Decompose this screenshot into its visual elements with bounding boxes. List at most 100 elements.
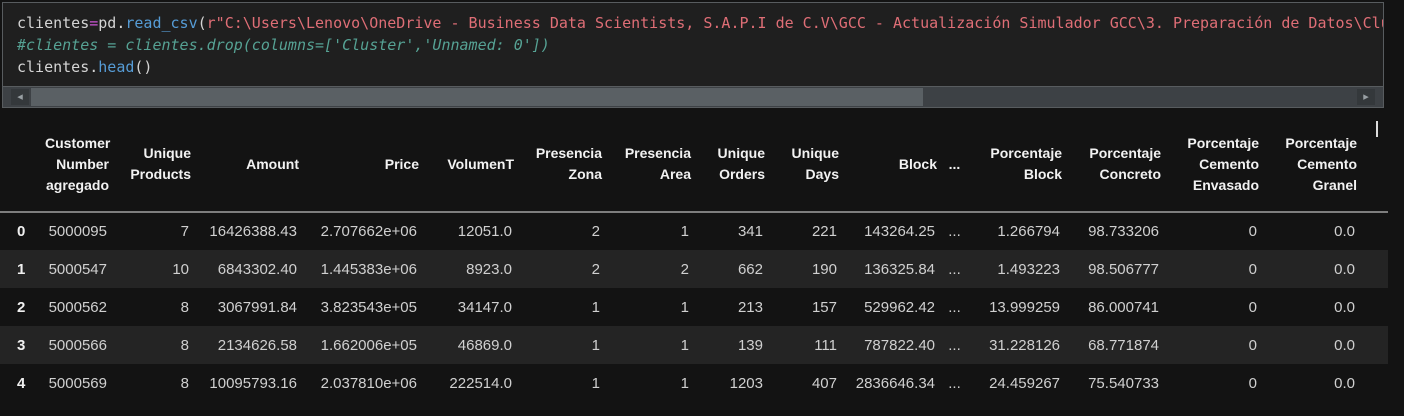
cell: 1 [680, 336, 689, 354]
scrollbar-left-arrow-icon[interactable]: ◂ [11, 89, 29, 105]
cell: 5000547 [48, 260, 107, 278]
cell: 157 [811, 298, 837, 316]
column-header-unique_days: Unique Days [771, 117, 845, 213]
text-caret [1376, 121, 1378, 137]
cell: ... [948, 298, 961, 316]
cell: 0.0 [1334, 298, 1355, 316]
cell: 1.662006e+05 [320, 336, 417, 354]
column-header-price: Price [305, 117, 425, 213]
cell: 8 [180, 374, 189, 392]
cell: 136325.84 [864, 260, 935, 278]
column-header-porcentaje_block: Porcentaje Block [968, 117, 1068, 213]
cell: 5000569 [48, 374, 107, 392]
cell: 8 [180, 336, 189, 354]
cell: 1 [680, 374, 689, 392]
dataframe-output: Customer Number agregado Unique Products A… [0, 117, 1404, 402]
cell: 68.771874 [1088, 336, 1159, 354]
cell: 34147.0 [457, 298, 512, 316]
code-line: clientes=pd.read_csv(r"C:\Users\Lenovo\O… [17, 12, 1383, 34]
cell: 213 [737, 298, 763, 316]
cell: 8923.0 [466, 260, 512, 278]
cell: 341 [737, 223, 763, 240]
table-row: 4 5000569 8 10095793.16 2.037810e+06 222514.0… [0, 364, 1388, 402]
code-token: clientes [17, 58, 90, 76]
column-header-index [0, 117, 45, 213]
cell: 12051.0 [457, 223, 512, 240]
cell: 98.733206 [1088, 223, 1159, 240]
cell: 6843302.40 [217, 260, 297, 278]
cell: ... [948, 260, 961, 278]
table-row: 1 5000547 10 6843302.40 1.445383e+06 8923.0 2 2… [0, 250, 1388, 288]
cell: 2836646.34 [855, 374, 935, 392]
cell: 1.445383e+06 [320, 260, 417, 278]
cell-filler [1363, 364, 1388, 402]
code-editor[interactable]: clientes=pd.read_csv(r"C:\Users\Lenovo\O… [3, 3, 1383, 86]
cell: 2.037810e+06 [320, 374, 417, 392]
column-header-presencia_zona: Presencia Zona [520, 117, 608, 213]
cell: 0 [1248, 260, 1257, 278]
cell: 13.999259 [989, 298, 1060, 316]
cell: 662 [737, 260, 763, 278]
cell: 24.459267 [989, 374, 1060, 392]
cell: 8 [180, 298, 189, 316]
cell: 111 [814, 336, 837, 354]
cell: ... [948, 223, 961, 240]
column-header-customer_number_agregado: Customer Number agregado [45, 117, 115, 213]
column-header-volument: VolumenT [425, 117, 520, 213]
dataframe-table: Customer Number agregado Unique Products A… [0, 117, 1388, 402]
cell: 16426388.43 [209, 223, 297, 240]
h-scrollbar[interactable]: ◂ ▸ [3, 86, 1383, 107]
scrollbar-right-arrow-icon[interactable]: ▸ [1357, 89, 1375, 105]
code-line: clientes.head() [17, 56, 1383, 78]
cell: 10 [172, 260, 189, 278]
code-token: pd [98, 14, 117, 32]
scrollbar-thumb[interactable] [31, 88, 923, 106]
cell: 86.000741 [1088, 298, 1159, 316]
row-index: 0 [17, 223, 26, 240]
cell: 0.0 [1334, 336, 1355, 354]
cell: 5000566 [48, 336, 107, 354]
column-header-unique_products: Unique Products [115, 117, 197, 213]
column-header-porcentaje_concreto: Porcentaje Concreto [1068, 117, 1167, 213]
cell: 2.707662e+06 [320, 223, 417, 240]
cell: 2134626.58 [217, 336, 297, 354]
cell-filler [1363, 326, 1388, 364]
row-index: 3 [17, 336, 26, 354]
cell: 3.823543e+05 [320, 298, 417, 316]
cell: 0 [1248, 336, 1257, 354]
column-header-porcentaje_cemento_granel: Porcentaje Cemento Granel [1265, 117, 1363, 213]
cell: 0.0 [1334, 223, 1355, 240]
code-cell: clientes=pd.read_csv(r"C:\Users\Lenovo\O… [2, 2, 1384, 108]
cell: 5000562 [48, 298, 107, 316]
column-header-presencia_area: Presencia Area [608, 117, 697, 213]
code-token: . [89, 58, 99, 76]
cell: 3067991.84 [217, 298, 297, 316]
cell: 143264.25 [864, 223, 935, 240]
cell: 2 [680, 260, 689, 278]
cell: 1203 [729, 374, 763, 392]
table-row: 3 5000566 8 2134626.58 1.662006e+05 46869.0 1 1… [0, 326, 1388, 364]
table-row: 0 5000095 7 16426388.43 2.707662e+06 12051.0 2… [0, 212, 1388, 250]
cell: 787822.40 [864, 336, 935, 354]
code-token: ( [197, 14, 207, 32]
cell: 1 [591, 336, 600, 354]
code-token: . [116, 14, 126, 32]
row-index: 2 [17, 298, 26, 316]
column-header-dots: ... [943, 117, 968, 213]
table-row: 2 5000562 8 3067991.84 3.823543e+05 34147.0 1 1… [0, 288, 1388, 326]
cell: 2 [591, 260, 600, 278]
cell: 0.0 [1334, 374, 1355, 392]
cell: 1 [591, 298, 600, 316]
code-token: head [98, 58, 135, 76]
cell: 529962.42 [864, 298, 935, 316]
cell: 1.493223 [997, 260, 1060, 278]
cell: 31.228126 [989, 336, 1060, 354]
cell-filler [1363, 288, 1388, 326]
code-token: r"C:\Users\Lenovo\OneDrive - Business Da… [206, 14, 1383, 32]
cell: 1.266794 [997, 223, 1060, 240]
cell: 7 [180, 223, 189, 240]
cell: 139 [737, 336, 763, 354]
cell: ... [948, 336, 961, 354]
cell: 0 [1248, 298, 1257, 316]
column-header-block: Block [845, 117, 943, 213]
